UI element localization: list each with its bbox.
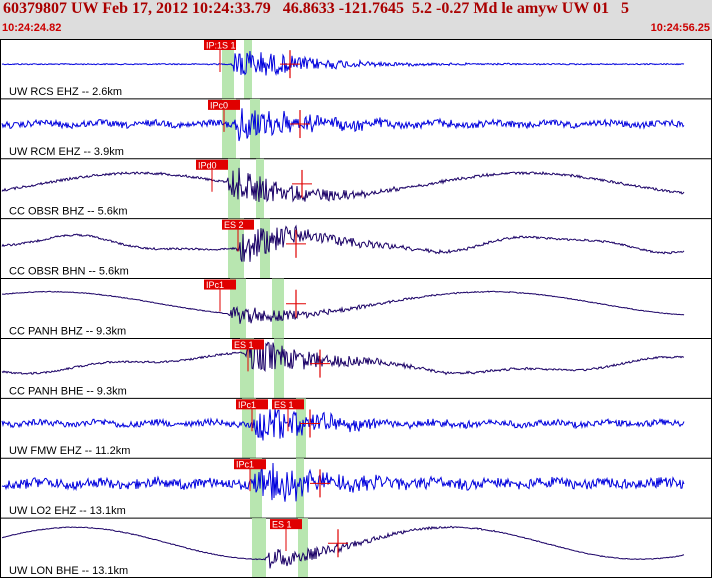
waveform: [1, 50, 685, 77]
station-label: UW LO2 EHZ -- 13.1km: [9, 505, 126, 517]
pick-marker: IPc0: [208, 99, 240, 132]
pick-marker: ES 2: [222, 219, 254, 252]
trace-row-8: IPc1 UW LO2 EHZ -- 13.1km: [0, 458, 712, 519]
waveform: [1, 462, 685, 502]
pick-marker: IPd0: [196, 159, 228, 192]
pick-label: IPc1: [236, 460, 254, 470]
pick-label: IPd0: [198, 160, 217, 170]
pick-label: IP:1S 1: [206, 41, 236, 51]
trace-row-3: IPd0 CC OBSR BHZ -- 5.6km: [0, 158, 712, 220]
station-label: UW LON BHE -- 13.1km: [9, 565, 128, 577]
end-time: 10:24:56.25: [650, 22, 710, 34]
pick-box: [272, 399, 304, 410]
window-band: [252, 518, 266, 578]
window-band: [298, 518, 308, 578]
trace-row-4: ES 2 CC OBSR BHN -- 5.6km: [0, 218, 712, 280]
pick-label: ES 1: [272, 520, 292, 530]
pick-box: [208, 99, 240, 110]
traces-svg: IP:1S 1 UW RCS EHZ -- 2.6km IPc0 UW RCM EHZ…: [0, 39, 712, 578]
pick-box: [196, 159, 228, 170]
window-band: [274, 338, 284, 399]
window-band: [296, 458, 304, 519]
pick-marker: IPc1: [236, 399, 268, 432]
waveform: [2, 525, 685, 569]
waveform: [1, 341, 685, 376]
window-band: [272, 278, 284, 339]
window-band: [244, 39, 252, 99]
event-header: 60379807 UW Feb 17, 2012 10:24:33.79 46.…: [0, 0, 712, 39]
pick-box: [236, 399, 268, 410]
pick-marker: ES 1: [270, 519, 302, 552]
trace-row-1: IP:1S 1 UW RCS EHZ -- 2.6km: [0, 39, 712, 100]
trace-row-5: IPc1 CC PANH BHZ -- 9.3km: [0, 278, 712, 339]
pick-marker: ES 1: [272, 399, 304, 432]
pick-box: [204, 40, 236, 50]
pick-label: IPc0: [210, 100, 228, 110]
pick-marker: ES 1: [232, 339, 264, 372]
pick-box: [270, 519, 302, 530]
station-label: CC PANH BHZ -- 9.3km: [9, 325, 126, 337]
trace-row-7: IPc1 ES 1 UW FMW EHZ -- 11.2km: [0, 398, 712, 459]
start-time: 10:24:24.82: [2, 22, 62, 34]
window-band: [222, 39, 234, 99]
trace-row-6: ES 1 CC PANH BHE -- 9.3km: [0, 338, 712, 399]
station-label: CC OBSR BHN -- 5.6km: [9, 266, 129, 278]
station-label: CC OBSR BHZ -- 5.6km: [9, 206, 128, 218]
window-band: [250, 98, 260, 159]
waveform: [1, 224, 685, 262]
waveform: [1, 408, 685, 441]
pick-box: [222, 219, 254, 230]
waveform: [1, 167, 685, 203]
pick-box: [234, 459, 266, 470]
station-label: UW RCS EHZ -- 2.6km: [9, 86, 122, 98]
trace-row-9: ES 1 UW LON BHE -- 13.1km: [0, 518, 712, 578]
pick-label: ES 1: [234, 340, 254, 350]
pick-label: IPc1: [238, 400, 256, 410]
pick-label: ES 1: [274, 400, 294, 410]
station-label: CC PANH BHE -- 9.3km: [9, 385, 127, 397]
window-band: [230, 278, 246, 339]
pick-label: ES 2: [224, 220, 244, 230]
pick-label: IPc1: [206, 280, 224, 290]
event-title: 60379807 UW Feb 17, 2012 10:24:33.79 46.…: [3, 0, 630, 17]
pick-marker: IPc1: [234, 459, 266, 492]
station-label: UW FMW EHZ -- 11.2km: [9, 445, 130, 457]
pick-box: [204, 279, 236, 290]
pick-box: [232, 339, 264, 350]
pick-marker: IPc1: [204, 279, 236, 312]
pick-marker: IP:1S 1: [204, 40, 236, 72]
window-band: [222, 98, 236, 159]
trace-row-2: IPc0 UW RCM EHZ -- 3.9km: [0, 98, 712, 160]
station-label: UW RCM EHZ -- 3.9km: [9, 146, 124, 158]
waveform: [2, 290, 685, 324]
waveform: [1, 108, 685, 142]
trace-panel: IP:1S 1 UW RCS EHZ -- 2.6km IPc0 UW RCM EHZ…: [0, 39, 712, 578]
